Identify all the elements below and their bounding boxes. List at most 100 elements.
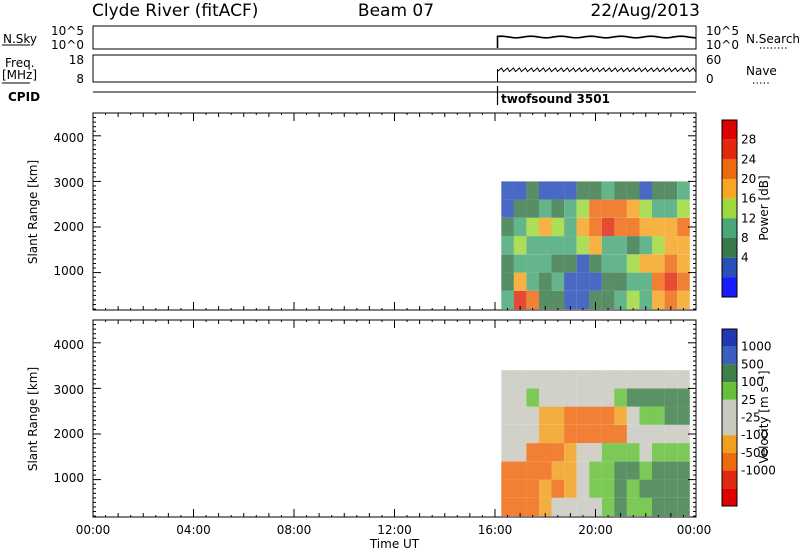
power-ytick-1000: 1000 [53,264,84,278]
xtick-label-0400: 04:00 [176,523,211,537]
velocity-cbar-labels-tick: 1000 [741,340,772,354]
velocity-cells-cell [526,479,539,498]
nsky-label: N.Sky [3,32,37,46]
velocity-cells-cell [539,479,552,498]
power-cells-cell [539,272,552,291]
velocity-cells-cell [677,370,690,389]
velocity-cells-cell [539,461,552,480]
nsearch-tick-bottom: 10^0 [706,38,739,52]
nsky-panel-frame [92,25,697,50]
velocity-cells-cell [614,388,627,407]
velocity-cbar-cells-swatch [722,346,737,365]
xtick-label-1200: 12:00 [377,523,412,537]
velocity-ytick-4000: 4000 [53,338,84,352]
xtick-label-0800: 08:00 [277,523,312,537]
velocity-cells-cell [539,443,552,462]
velocity-cells-cell [539,406,552,425]
power-cells-cell [551,272,565,291]
velocity-cells-cell [614,479,627,498]
velocity-cells-cell [551,497,565,516]
power-cells-cell [639,254,653,273]
velocity-cells-cell [626,479,640,498]
velocity-cells-cell [639,497,653,516]
velocity-cells-cell [664,497,678,516]
nsky-tick-bottom: 10^0 [51,38,84,52]
velocity-cells-cell [589,443,602,462]
velocity-cells-cell [677,497,690,516]
velocity-cells-cell [614,443,627,462]
velocity-cells-cell [526,424,539,444]
power-cells-cell [551,199,565,218]
velocity-cells-cell [513,461,527,480]
velocity-cbar-cells-swatch [722,470,737,489]
power-cells-cell [664,199,678,218]
velocity-cells-cell [601,424,615,444]
power-cells-cell [576,217,590,237]
velocity-cbar-cells-swatch [722,417,737,436]
power-colorbar: 28 24 20 16 12 8 4 Power [dB] [721,119,771,298]
velocity-cells-cell [551,461,565,480]
power-cells-cell [652,236,665,255]
power-cells-cell [576,181,590,200]
velocity-colorbar: 1000 500 100 25 -25 -100 -500 -1000 Velocity [m… [721,328,776,507]
power-cells-cell [513,236,527,255]
velocity-cells-cell [526,370,539,389]
power-cells-cell [639,181,653,200]
power-cells-cell [576,254,590,273]
velocity-cells-cell [614,424,627,444]
power-cells-cell [677,217,690,237]
velocity-cbar-labels-tick: 500 [741,357,764,371]
power-cells-cell [614,181,627,200]
velocity-colorbar-labels: 1000 500 100 25 -25 -100 -500 -1000 [741,340,776,478]
power-ytick-2000: 2000 [53,220,84,234]
velocity-cells-cell [526,406,539,425]
power-cells-cell [539,236,552,255]
power-cells-cell [652,254,665,273]
power-cells-cell [601,290,615,309]
power-cells-cell [526,217,539,237]
velocity-cells-cell [626,461,640,480]
velocity-cells-cell [576,406,590,425]
power-cbar-cells-swatch [722,277,737,297]
power-cells-cell [513,272,527,291]
power-cells-cell [589,290,602,309]
power-cells-cell [614,199,627,218]
velocity-cells-cell [551,388,565,407]
velocity-ytick-3000: 3000 [53,383,84,397]
velocity-cells-cell [564,370,577,389]
power-cbar-cells-swatch [722,257,737,278]
power-cells-cell [626,236,640,255]
nsearch-label: N.Search [746,32,800,46]
power-cbar-labels-tick: 16 [741,192,756,206]
velocity-cells-cell [501,479,514,498]
nsky-tick-top: 10^5 [51,24,84,38]
power-cells-cell [626,181,640,200]
power-cbar-labels-tick: 4 [741,251,749,265]
velocity-cells-cell [576,388,590,407]
velocity-cells-cell [626,388,640,407]
power-cells-cell [526,290,539,309]
velocity-cells-cell [652,424,665,444]
velocity-cbar-labels-tick: -25 [741,411,761,425]
power-cells-cell [589,236,602,255]
power-cells-cell [652,199,665,218]
velocity-cells-cell [664,461,678,480]
power-heatmap [501,181,690,309]
velocity-cells-cell [601,461,615,480]
power-cells-cell [652,181,665,200]
cpid-row: CPID twofsound 3501 [8,86,696,106]
velocity-cells-cell [564,424,577,444]
velocity-cbar-cells-swatch [722,382,737,400]
power-y-ticks [93,112,696,310]
power-cells-cell [601,181,615,200]
power-cbar-cells-swatch [722,179,737,199]
velocity-cells-cell [576,497,590,516]
velocity-cells-cell [513,388,527,407]
velocity-cells-cell [589,406,602,425]
velocity-cbar-labels-tick: -100 [741,428,768,442]
velocity-cells-cell [652,370,665,389]
power-cells-cell [551,236,565,255]
velocity-cells-cell [513,443,527,462]
power-cells-cell [664,254,678,273]
velocity-cells-cell [639,424,653,444]
